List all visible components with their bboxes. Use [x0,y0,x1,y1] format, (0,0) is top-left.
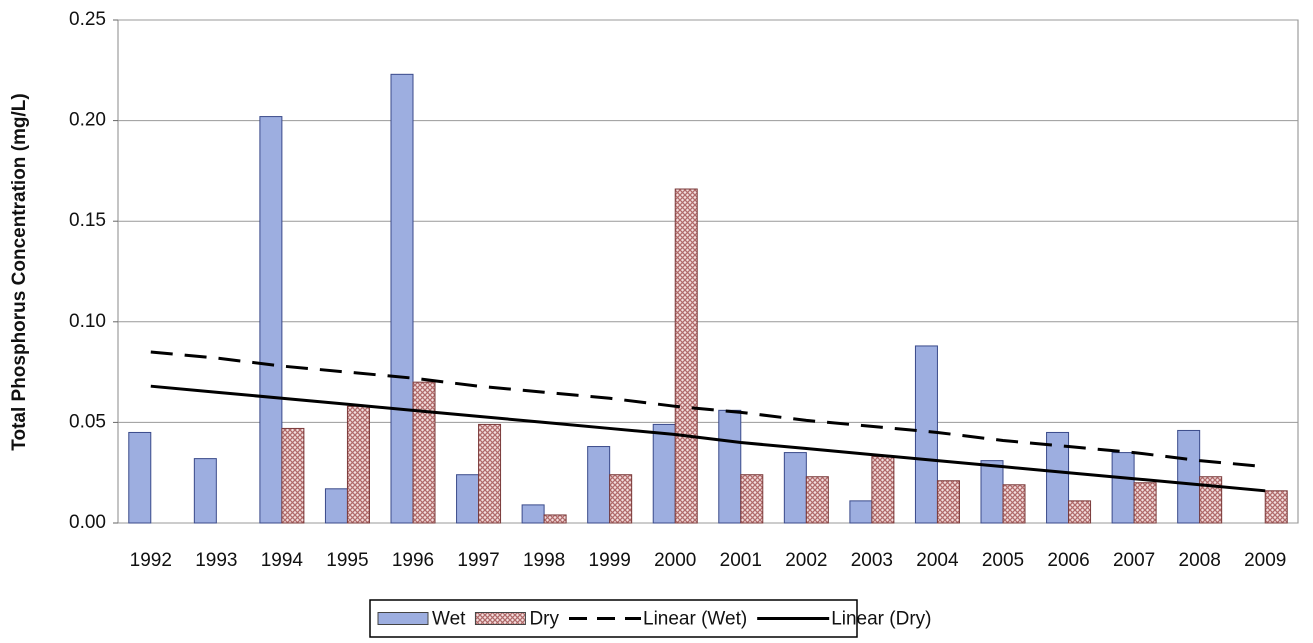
bar [609,474,633,524]
bar [346,405,370,524]
y-tick-label: 0.15 [69,210,106,231]
x-tick-label: 1997 [457,550,499,571]
x-tick-label: 2008 [1179,550,1221,571]
bar [718,409,742,524]
x-tick-label: 1992 [130,550,172,571]
x-tick-label: 1995 [326,550,368,571]
x-tick-label: 2004 [916,550,959,571]
x-tick-label: 2007 [1113,550,1155,571]
y-tick-label: 0.10 [69,311,106,332]
bar [740,474,764,524]
x-tick-label: 2006 [1047,550,1089,571]
legend-label: Linear (Dry) [831,609,931,630]
trend-line [150,384,1266,493]
bar [281,427,305,524]
bar [478,423,502,524]
bar [674,188,698,524]
bar [1199,476,1223,524]
bar [193,458,217,524]
bar [390,73,414,524]
y-axis-label: Total Phosphorus Concentration (mg/L) [9,93,30,450]
y-tick-label: 0.05 [69,411,106,432]
legend-label: Wet [432,609,466,630]
bar [980,460,1004,524]
y-tick-label: 0.25 [69,9,106,30]
bar [1177,429,1201,524]
x-tick-label: 2002 [785,550,827,571]
y-tick-label: 0.20 [69,110,106,131]
y-tick-label: 0.00 [69,512,106,533]
bar [871,456,895,524]
x-tick-label: 2009 [1244,550,1286,571]
x-tick-label: 1999 [589,550,631,571]
x-tick-label: 1998 [523,550,565,571]
legend-swatch [474,612,526,625]
bar [1133,482,1157,524]
x-tick-label: 1996 [392,550,434,571]
x-tick-label: 2003 [851,550,893,571]
bar [1068,500,1092,524]
x-tick-label: 2000 [654,550,696,571]
bar [936,480,960,524]
bar [1046,431,1070,524]
bar [849,500,873,524]
bar [128,431,152,524]
x-tick-label: 2005 [982,550,1024,571]
bar [652,423,676,524]
bar [412,381,436,524]
bar [521,504,545,524]
bar [805,476,829,524]
legend-label: Dry [529,609,559,630]
bar [324,488,348,524]
legend-label: Linear (Wet) [643,609,747,630]
bar [587,446,611,524]
bar [1111,452,1135,524]
bar [783,452,807,524]
trend-line [150,350,1266,469]
bar [456,474,480,524]
x-tick-label: 1993 [195,550,237,571]
bar [259,116,283,524]
x-tick-label: 2001 [720,550,762,571]
bar [543,514,567,524]
legend-swatch [377,612,429,625]
bar [914,345,938,524]
bar [1002,484,1026,524]
x-tick-label: 1994 [261,550,304,571]
bar [1264,490,1288,524]
